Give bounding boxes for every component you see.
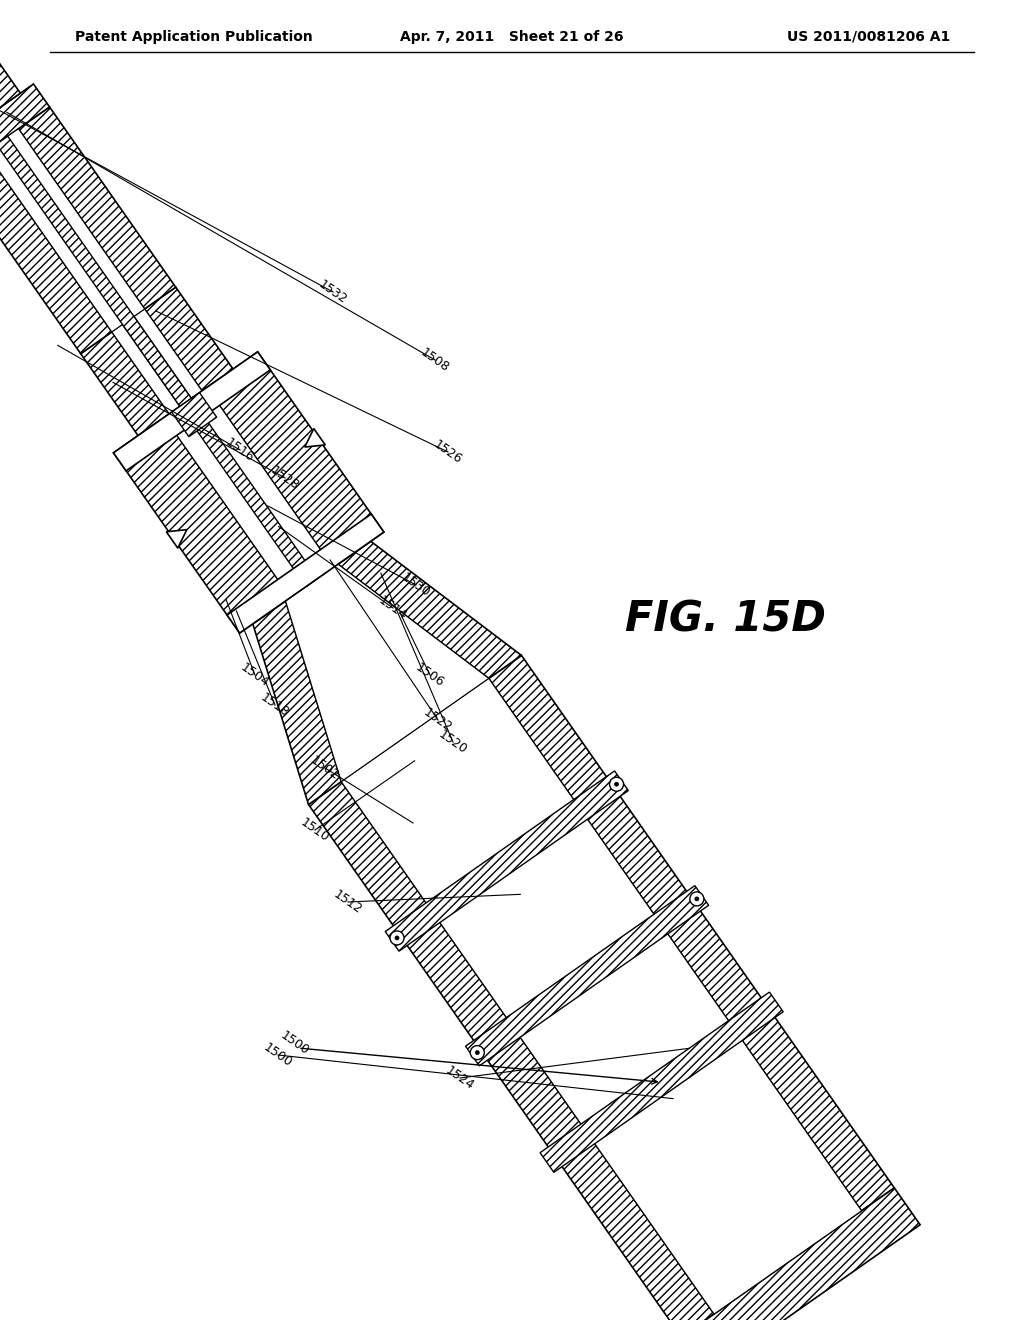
Circle shape [614, 783, 618, 787]
Text: 1514: 1514 [376, 594, 410, 623]
Polygon shape [0, 129, 144, 331]
Circle shape [690, 892, 703, 906]
Polygon shape [18, 107, 176, 309]
Text: 1524: 1524 [443, 1064, 477, 1093]
Circle shape [609, 777, 624, 791]
Circle shape [475, 1051, 479, 1055]
Polygon shape [0, 136, 191, 407]
Polygon shape [144, 288, 233, 391]
Text: FIG. 15D: FIG. 15D [625, 599, 825, 642]
Polygon shape [114, 352, 270, 471]
Polygon shape [123, 317, 191, 407]
Polygon shape [164, 388, 333, 598]
Polygon shape [305, 429, 326, 447]
Text: 1532: 1532 [316, 277, 349, 306]
Polygon shape [286, 564, 488, 781]
Polygon shape [385, 771, 629, 952]
Text: 1512: 1512 [332, 887, 365, 916]
Text: 1528: 1528 [268, 463, 302, 492]
Text: 1500: 1500 [278, 1030, 311, 1059]
Circle shape [470, 1045, 484, 1060]
Polygon shape [341, 678, 861, 1315]
Text: US 2011/0081206 A1: US 2011/0081206 A1 [786, 30, 950, 44]
Polygon shape [227, 513, 384, 634]
Text: 1504: 1504 [239, 660, 271, 689]
Polygon shape [0, 50, 20, 141]
Polygon shape [338, 541, 521, 678]
Text: 1522: 1522 [421, 706, 455, 734]
Text: Apr. 7, 2011   Sheet 21 of 26: Apr. 7, 2011 Sheet 21 of 26 [400, 30, 624, 44]
Polygon shape [488, 656, 894, 1210]
Polygon shape [172, 392, 217, 437]
Polygon shape [180, 399, 317, 586]
Circle shape [695, 896, 698, 900]
Polygon shape [308, 781, 714, 1320]
Circle shape [395, 936, 399, 940]
Polygon shape [0, 152, 112, 354]
Polygon shape [114, 417, 291, 634]
Circle shape [390, 931, 404, 945]
Polygon shape [207, 352, 384, 568]
Text: Patent Application Publication: Patent Application Publication [75, 30, 312, 44]
Polygon shape [81, 331, 169, 436]
Polygon shape [0, 84, 49, 173]
Text: 1508: 1508 [418, 346, 452, 375]
Polygon shape [253, 601, 341, 805]
Text: 1518: 1518 [258, 690, 292, 719]
Polygon shape [540, 993, 783, 1172]
Polygon shape [112, 309, 202, 413]
Text: 1520: 1520 [436, 727, 470, 756]
Polygon shape [166, 529, 186, 548]
Text: 1526: 1526 [431, 438, 465, 466]
Polygon shape [466, 886, 709, 1065]
Text: 1502: 1502 [308, 754, 342, 783]
Text: 1500: 1500 [261, 1040, 295, 1069]
Polygon shape [681, 1188, 921, 1320]
Text: 1516: 1516 [223, 436, 257, 465]
Text: 1506: 1506 [414, 660, 446, 689]
Text: 1510: 1510 [298, 816, 332, 845]
Text: 1530: 1530 [399, 570, 433, 599]
